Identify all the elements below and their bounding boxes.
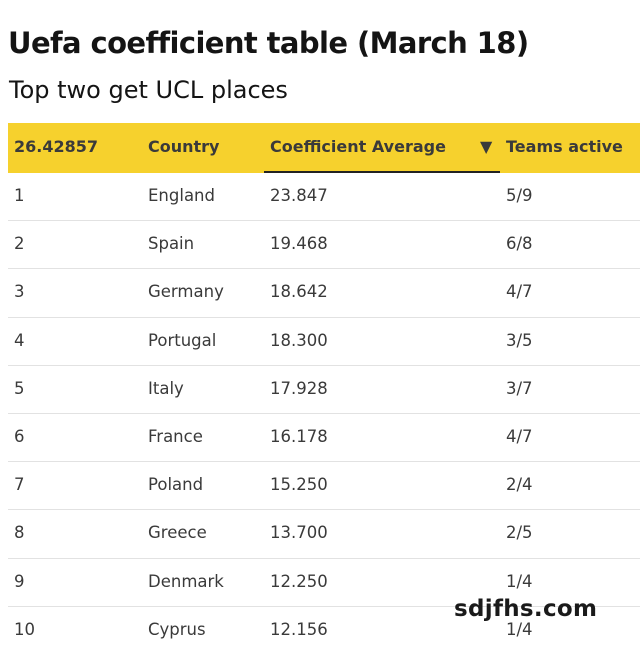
column-header-country[interactable]: Country	[148, 137, 220, 156]
coefficient-cell: 23.847	[270, 186, 328, 205]
table-row: 1 England 23.847 5/9	[8, 173, 640, 222]
table-row: 7 Poland 15.250 2/4	[8, 462, 640, 511]
rank-cell: 3	[14, 282, 25, 302]
teams-active-cell: 2/4	[506, 475, 533, 495]
table-row: 10 Cyprus 12.156 1/4	[8, 607, 640, 652]
teams-active-cell: 2/5	[506, 523, 533, 543]
rank-cell: 6	[14, 426, 25, 446]
rank-cell: 7	[14, 475, 25, 495]
table-body: 1 England 23.847 5/9 2 Spain 19.468 6/8 3 Germany…	[8, 173, 640, 652]
table-row: 4 Portugal 18.300 3/5	[8, 318, 640, 366]
sort-descending-icon[interactable]: ▼	[480, 137, 493, 156]
teams-active-cell: 5/9	[506, 186, 533, 205]
rank-cell: 5	[14, 378, 25, 398]
country-cell: Italy	[148, 378, 184, 398]
rank-cell: 2	[14, 234, 25, 254]
country-cell: Spain	[148, 234, 195, 254]
country-cell: Poland	[148, 475, 204, 495]
country-cell: Portugal	[148, 330, 217, 350]
table-row: 2 Spain 19.468 6/8	[8, 221, 640, 270]
country-cell: France	[148, 426, 203, 446]
coefficient-cell: 13.700	[270, 523, 328, 543]
teams-active-cell: 3/7	[506, 378, 533, 398]
teams-active-cell: 4/7	[506, 426, 533, 446]
column-header-teams-active[interactable]: Teams active	[506, 137, 623, 156]
coefficient-cell: 16.178	[270, 426, 328, 446]
coefficient-cell: 18.642	[270, 282, 328, 302]
country-cell: Germany	[148, 282, 224, 302]
page-subtitle: Top two get UCL places	[9, 76, 288, 104]
rank-cell: 9	[14, 571, 25, 591]
rank-cell: 4	[14, 330, 25, 350]
page-title: Uefa coefficient table (March 18)	[8, 26, 529, 60]
country-cell: Greece	[148, 523, 207, 543]
column-header-rank[interactable]: 26.42857	[14, 137, 99, 156]
teams-active-cell: 6/8	[506, 234, 533, 254]
teams-active-cell: 1/4	[506, 619, 533, 639]
coefficient-cell: 18.300	[270, 330, 328, 350]
coefficient-cell: 19.468	[270, 234, 328, 254]
table-row: 5 Italy 17.928 3/7	[8, 366, 640, 414]
watermark-text: sdjfhs.com	[454, 596, 598, 622]
rank-cell: 8	[14, 523, 25, 543]
table-header: 26.42857 Country Coefficient Average ▼ T…	[8, 123, 640, 173]
coefficient-cell: 12.250	[270, 571, 328, 591]
coefficient-table: 26.42857 Country Coefficient Average ▼ T…	[8, 123, 640, 652]
table-row: 9 Denmark 12.250 1/4	[8, 559, 640, 607]
coefficient-cell: 12.156	[270, 619, 328, 639]
rank-cell: 10	[14, 619, 35, 639]
teams-active-cell: 1/4	[506, 571, 533, 591]
country-cell: England	[148, 186, 215, 205]
teams-active-cell: 3/5	[506, 330, 533, 350]
table-row: 3 Germany 18.642 4/7	[8, 269, 640, 318]
table-row: 6 France 16.178 4/7	[8, 414, 640, 463]
coefficient-cell: 17.928	[270, 378, 328, 398]
table-row: 8 Greece 13.700 2/5	[8, 510, 640, 559]
column-header-coefficient-average[interactable]: Coefficient Average	[270, 137, 446, 156]
country-cell: Cyprus	[148, 619, 206, 639]
sorted-column-indicator	[264, 171, 500, 173]
rank-cell: 1	[14, 186, 25, 205]
country-cell: Denmark	[148, 571, 224, 591]
coefficient-cell: 15.250	[270, 475, 328, 495]
teams-active-cell: 4/7	[506, 282, 533, 302]
